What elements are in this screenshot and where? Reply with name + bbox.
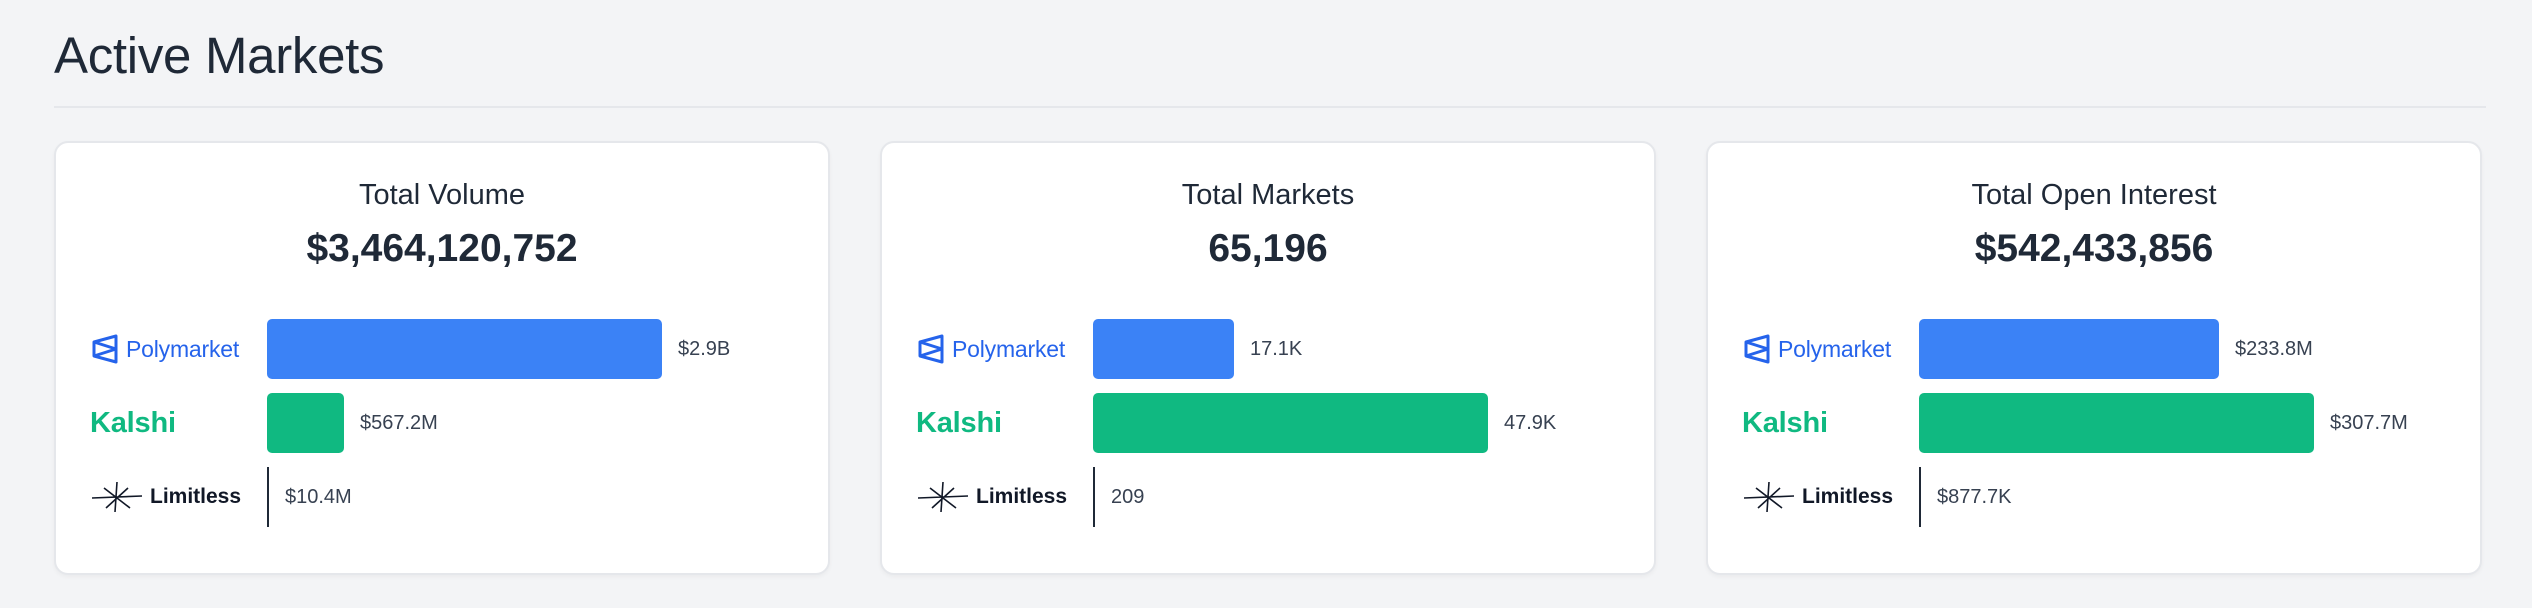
polymarket-name: Polymarket — [1778, 335, 1892, 362]
bar-track: $877.7K — [1919, 467, 2314, 527]
bar-track: $2.9B — [267, 319, 730, 379]
bar-limitless[interactable] — [1093, 467, 1095, 527]
limitless-icon — [1743, 481, 1795, 513]
bar-label: 47.9K — [1504, 412, 1557, 434]
bar-track: 209 — [1093, 467, 1488, 527]
bar-label: 209 — [1111, 486, 1145, 508]
bar-track: $567.2M — [267, 393, 662, 453]
limitless-icon — [917, 481, 969, 513]
row-limitless: Limitless $877.7K — [1708, 467, 2480, 527]
bar-label: $2.9B — [678, 338, 731, 360]
polymarket-icon — [918, 334, 944, 364]
row-kalshi: Kalshi $567.2M — [56, 393, 828, 453]
row-kalshi: Kalshi $307.7M — [1708, 393, 2480, 453]
bar-kalshi[interactable] — [267, 393, 344, 453]
bar-track: $10.4M — [267, 467, 662, 527]
limitless-name: Limitless — [976, 485, 1068, 508]
bar-track: 47.9K — [1093, 393, 1556, 453]
limitless-logo: Limitless — [90, 467, 260, 527]
row-polymarket: Polymarket $233.8M — [1708, 319, 2480, 379]
card-total-markets: Total Markets 65,196 Polymarket 17.1K Ka… — [880, 141, 1656, 575]
kalshi-name: Kalshi — [1742, 406, 1828, 439]
bar-track: $233.8M — [1919, 319, 2314, 379]
bar-polymarket[interactable] — [1093, 319, 1234, 379]
bar-label: $10.4M — [285, 486, 352, 508]
row-kalshi: Kalshi 47.9K — [882, 393, 1654, 453]
bar-kalshi[interactable] — [1919, 393, 2314, 453]
card-total-open-interest: Total Open Interest $542,433,856 Polymar… — [1706, 141, 2482, 575]
card-title: Total Volume — [358, 179, 526, 211]
polymarket-icon — [1744, 334, 1770, 364]
card-total-volume: Total Volume $3,464,120,752 Polymarket $… — [54, 141, 830, 575]
bar-label: 17.1K — [1250, 338, 1303, 360]
bar-polymarket[interactable] — [1919, 319, 2219, 379]
limitless-logo: Limitless — [916, 467, 1086, 527]
row-limitless: Limitless 209 — [882, 467, 1654, 527]
bar-label: $567.2M — [360, 412, 438, 434]
kalshi-name: Kalshi — [916, 406, 1002, 439]
bar-label: $307.7M — [2330, 412, 2408, 434]
row-limitless: Limitless $10.4M — [56, 467, 828, 527]
limitless-name: Limitless — [1802, 485, 1894, 508]
bar-track: 17.1K — [1093, 319, 1488, 379]
limitless-icon — [91, 481, 143, 513]
limitless-name: Limitless — [150, 485, 242, 508]
card-value: $542,433,856 — [1974, 227, 2214, 270]
card-value: $3,464,120,752 — [306, 227, 578, 270]
polymarket-name: Polymarket — [126, 335, 240, 362]
polymarket-name: Polymarket — [952, 335, 1066, 362]
polymarket-logo: Polymarket — [90, 319, 260, 379]
row-polymarket: Polymarket $2.9B — [56, 319, 828, 379]
title-divider — [54, 106, 2486, 108]
polymarket-logo: Polymarket — [916, 319, 1086, 379]
kalshi-logo: Kalshi — [1742, 393, 1912, 453]
limitless-logo: Limitless — [1742, 467, 1912, 527]
bar-kalshi[interactable] — [1093, 393, 1488, 453]
bar-limitless[interactable] — [267, 467, 269, 527]
bar-limitless[interactable] — [1919, 467, 1921, 527]
card-title: Total Markets — [1181, 179, 1355, 211]
bar-label: $233.8M — [2235, 338, 2313, 360]
page-title: Active Markets — [54, 27, 385, 84]
card-value: 65,196 — [1208, 227, 1328, 270]
polymarket-icon — [92, 334, 118, 364]
card-title: Total Open Interest — [1971, 179, 2217, 211]
kalshi-name: Kalshi — [90, 406, 176, 439]
bar-polymarket[interactable] — [267, 319, 662, 379]
row-polymarket: Polymarket 17.1K — [882, 319, 1654, 379]
kalshi-logo: Kalshi — [916, 393, 1086, 453]
bar-label: $877.7K — [1937, 486, 2012, 508]
polymarket-logo: Polymarket — [1742, 319, 1912, 379]
kalshi-logo: Kalshi — [90, 393, 260, 453]
bar-track: $307.7M — [1919, 393, 2408, 453]
